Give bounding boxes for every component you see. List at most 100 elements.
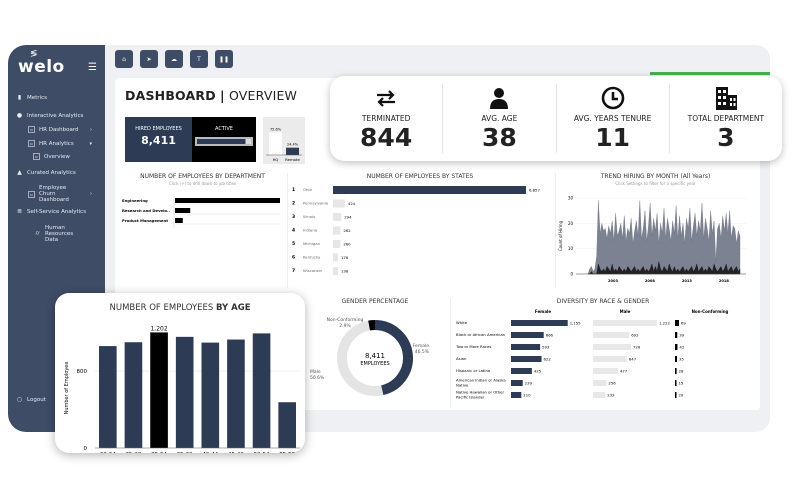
diversity-value-label: 28	[679, 369, 684, 374]
active-progress-bar	[195, 137, 253, 146]
diversity-value-label: 726	[633, 345, 641, 350]
sidebar-item-label: Curated Analytics	[27, 169, 76, 176]
diversity-bar	[511, 356, 542, 362]
state-bar	[333, 213, 342, 221]
logout-button[interactable]: ○ Logout	[16, 396, 46, 403]
filter-icon: T	[197, 55, 201, 63]
kpi-value: 11	[595, 123, 631, 152]
sidebar-item-hr-dashboard[interactable]: ▫ HR Dashboard ›	[28, 126, 100, 133]
x-tick-label: 2003	[608, 279, 619, 283]
state-label: Michigan	[303, 241, 321, 246]
age-bar	[227, 339, 245, 448]
x-tick-label: 40-44	[202, 452, 218, 453]
diversity-bar	[675, 344, 678, 350]
diversity-value-label: 1,155	[570, 321, 581, 326]
age-bar	[252, 333, 271, 448]
diversity-bar	[593, 356, 627, 362]
logo-mark-icon: ≶	[30, 49, 38, 59]
state-rank: 2	[292, 201, 295, 207]
hired-employees-tile[interactable]: HIRED EMPLOYEES 8,411	[125, 117, 192, 162]
chart-title: NUMBER OF EMPLOYEES BY AGE	[55, 303, 305, 313]
diversity-chart: DIVERSITY BY RACE & GENDER Female 1,155 66…	[450, 298, 755, 408]
state-label: Illinois	[303, 214, 315, 219]
sidebar-item-employee-churn-dashboard[interactable]: ▫ Employee Churn Dashboard ›	[28, 185, 100, 203]
x-tick-label: 55-59	[279, 452, 295, 453]
series-header: Male	[620, 309, 631, 314]
active-progress-handle	[247, 139, 251, 144]
sidebar-item-hr-analytics[interactable]: ▫ HR Analytics ▾	[28, 140, 100, 147]
trend-chart: TREND HIRING BY MONTH (All Years) Click …	[555, 173, 755, 288]
kpi-label: TERMINATED	[361, 114, 411, 123]
person-icon	[443, 86, 555, 110]
pie-chart-icon: ●	[16, 112, 23, 119]
diversity-bar	[675, 320, 679, 326]
diversity-value-label: 256	[608, 381, 616, 386]
chart-subtitle: Click Settings to filter for a specific …	[615, 181, 696, 186]
y-axis-label: Number of Employee	[64, 362, 70, 415]
swap-arrows-icon	[330, 86, 442, 110]
logout-label: Logout	[27, 396, 46, 403]
state-bar	[333, 253, 338, 262]
trend-area-series-0	[587, 200, 741, 275]
page-title: DASHBOARD | OVERVIEW	[125, 88, 297, 103]
y-tick-label: 20	[568, 221, 574, 226]
x-tick-label: 30-34	[151, 452, 167, 453]
race-label: White	[456, 320, 468, 325]
diversity-value-label: 210	[523, 393, 531, 398]
series-header: Non-Conforming	[692, 309, 729, 314]
state-value-label: 424	[348, 201, 356, 206]
state-rank: 1	[292, 187, 295, 193]
menu-toggle-icon[interactable]: ☰	[88, 62, 97, 73]
race-label: American Indian or Alaska	[456, 378, 506, 383]
diversity-bar	[675, 368, 677, 374]
state-bar	[333, 267, 338, 275]
department-chart: NUMBER OF EMPLOYEES BY DEPARTMENT Click …	[120, 173, 285, 288]
state-value-label: 262	[343, 228, 351, 233]
center-label: EMPLOYEES	[360, 361, 389, 367]
chart-title: NUMBER OF EMPLOYEES BY STATES	[366, 173, 474, 180]
title-light: OVERVIEW	[228, 88, 298, 103]
gender-slice	[374, 320, 413, 396]
kpi-label: AVG. AGE	[481, 114, 518, 123]
home-button[interactable]: ⌂	[115, 50, 133, 68]
diversity-value-label: 42	[679, 345, 684, 350]
department-label: Engineering	[122, 198, 148, 203]
kpi-value: 844	[360, 123, 413, 152]
diversity-bar	[511, 392, 522, 398]
chevron-right-icon: ›	[90, 126, 92, 133]
kpi-label: TOTAL DEPARTMENT	[687, 114, 765, 123]
age-bar	[278, 402, 296, 448]
diversity-value-label: 15	[679, 381, 684, 386]
active-tile[interactable]: ACTIVE	[192, 117, 256, 162]
state-rank: 6	[292, 255, 295, 261]
state-value-label: 294	[344, 215, 352, 220]
pause-icon: ❚❚	[218, 55, 230, 63]
sidebar-item-overview[interactable]: ▫ Overview	[33, 153, 70, 160]
cloud-button[interactable]: ☁	[165, 50, 183, 68]
sidebar-item-metrics[interactable]: ▮ Metrics	[16, 94, 47, 101]
gender-slice	[337, 320, 384, 396]
sidebar-item-label: Self-Service Analytics	[27, 208, 87, 215]
department-label: Product Management	[122, 218, 168, 223]
sidebar-item-human-resources-data[interactable]: ⌭ Human Resources Data	[34, 225, 79, 243]
filter-button[interactable]: T	[190, 50, 208, 68]
send-button[interactable]: ➤	[140, 50, 158, 68]
sidebar-item-curated-analytics[interactable]: ▲ Curated Analytics	[16, 169, 76, 176]
race-label: Hispanic or Latino	[456, 368, 491, 373]
sidebar-item-interactive-analytics[interactable]: ● Interactive Analytics	[16, 112, 83, 119]
chart-title: TREND HIRING BY MONTH (All Years)	[600, 173, 711, 180]
kpi-label: AVG. YEARS TENURE	[573, 114, 652, 123]
y-tick-label: 800	[77, 369, 88, 375]
hired-label: HIRED EMPLOYEES	[135, 126, 182, 132]
sidebar-item-self-service-analytics[interactable]: ≣ Self-Service Analytics	[16, 208, 86, 215]
chart-title: GENDER PERCENTAGE	[341, 298, 409, 305]
state-label: Ohio	[303, 187, 312, 192]
state-value-label: 6,857	[529, 188, 540, 193]
y-tick-label: 0	[84, 446, 88, 452]
state-bar	[333, 240, 341, 248]
location-category-label: HQ	[273, 157, 279, 162]
state-value-label: 138	[341, 269, 349, 274]
pause-button[interactable]: ❚❚	[215, 50, 233, 68]
logo: welo	[18, 57, 65, 77]
diversity-bar	[593, 320, 657, 326]
